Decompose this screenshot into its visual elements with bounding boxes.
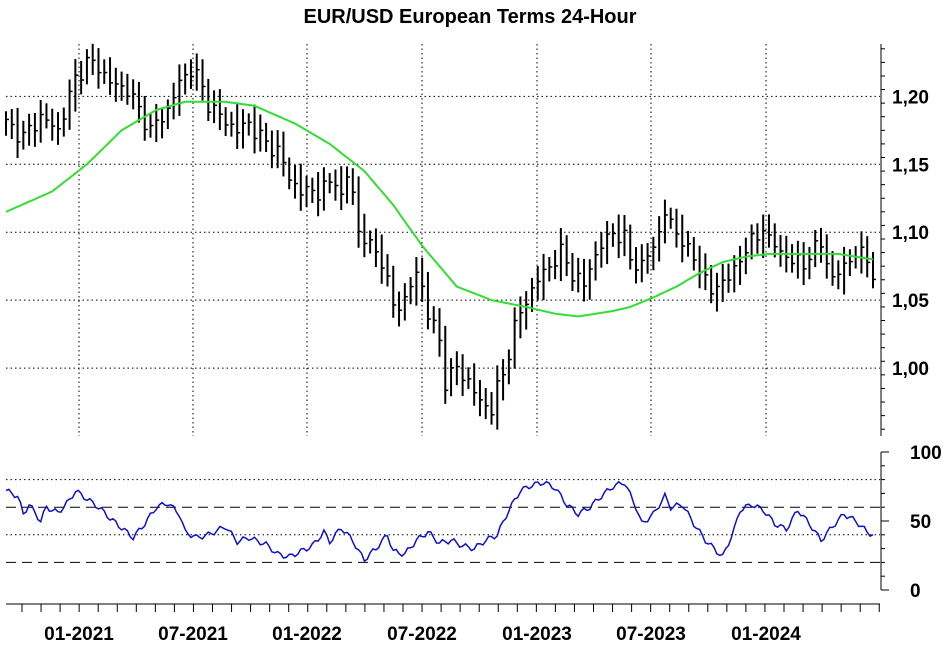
moving-average-line (5, 100, 874, 318)
x-tick-label: 01-2024 (731, 624, 801, 645)
x-tick-label: 07-2023 (616, 624, 686, 645)
x-tick-label: 07-2022 (387, 624, 457, 645)
y-tick-label: 1,00 (892, 359, 929, 380)
y-tick-label: 1,10 (892, 223, 929, 244)
chart-title: EUR/USD European Terms 24-Hour (303, 6, 637, 28)
oscillator-line (5, 480, 874, 563)
y-tick-label: 1,05 (892, 291, 929, 312)
x-tick-label: 01-2022 (272, 624, 342, 645)
y-tick-label: 1,15 (892, 155, 929, 176)
y-tick-label: 1,20 (892, 87, 929, 108)
x-tick-label: 07-2021 (158, 624, 228, 645)
x-tick-label: 01-2023 (502, 624, 572, 645)
oscillator-tick-label: 0 (910, 581, 921, 602)
oscillator-tick-label: 100 (910, 443, 942, 464)
x-tick-label: 01-2021 (44, 624, 114, 645)
oscillator-tick-label: 50 (910, 512, 931, 533)
